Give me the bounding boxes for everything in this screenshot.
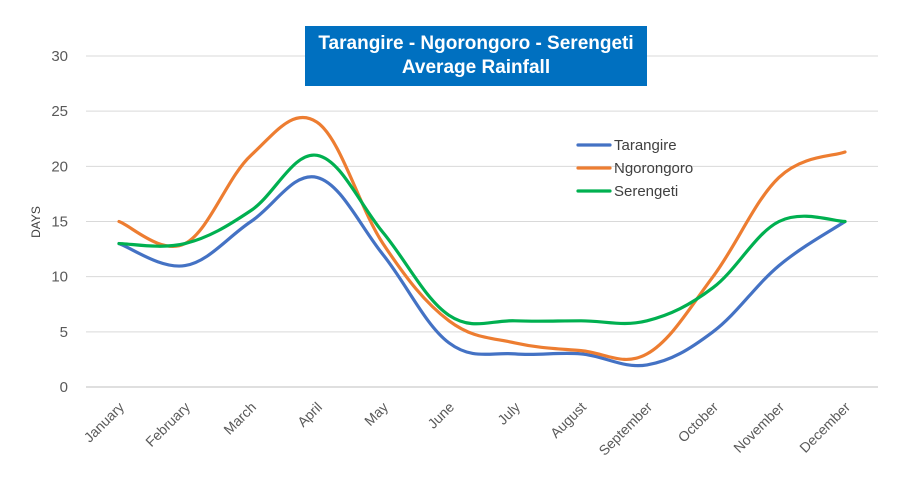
y-tick-label: 5 bbox=[60, 324, 68, 341]
y-tick-label: 10 bbox=[51, 269, 68, 286]
x-tick-label: July bbox=[494, 399, 523, 428]
x-tick-label: December bbox=[796, 399, 853, 456]
y-tick-label: 30 bbox=[51, 48, 68, 65]
y-tick-label: 20 bbox=[51, 158, 68, 175]
x-tick-label: June bbox=[424, 399, 457, 432]
x-tick-label: March bbox=[220, 399, 259, 438]
legend-label-ngorongoro: Ngorongoro bbox=[614, 160, 693, 177]
x-tick-label: August bbox=[547, 399, 589, 441]
chart-subtitle: Average Rainfall bbox=[401, 57, 551, 78]
chart-title: Tarangire - Ngorongoro - Serengeti bbox=[318, 33, 634, 54]
legend-label-tarangire: Tarangire bbox=[614, 137, 677, 154]
y-tick-label: 0 bbox=[60, 379, 68, 396]
y-axis-label: DAYS bbox=[29, 206, 43, 238]
y-tick-label: 25 bbox=[51, 103, 68, 120]
series-line-serengeti bbox=[117, 153, 847, 326]
y-tick-label: 15 bbox=[51, 214, 68, 231]
x-tick-label: May bbox=[361, 399, 391, 429]
x-tick-label: September bbox=[595, 399, 655, 459]
series-line-tarangire bbox=[117, 175, 847, 368]
series-line-ngorongoro bbox=[117, 115, 847, 361]
x-tick-label: October bbox=[675, 399, 722, 446]
x-tick-label: January bbox=[81, 399, 128, 446]
x-tick-label: April bbox=[294, 399, 325, 430]
x-tick-label: February bbox=[142, 399, 193, 450]
chart-title-box: Tarangire - Ngorongoro - Serengeti Avera… bbox=[305, 26, 647, 86]
x-tick-label: November bbox=[730, 399, 787, 456]
legend-label-serengeti: Serengeti bbox=[614, 183, 678, 200]
